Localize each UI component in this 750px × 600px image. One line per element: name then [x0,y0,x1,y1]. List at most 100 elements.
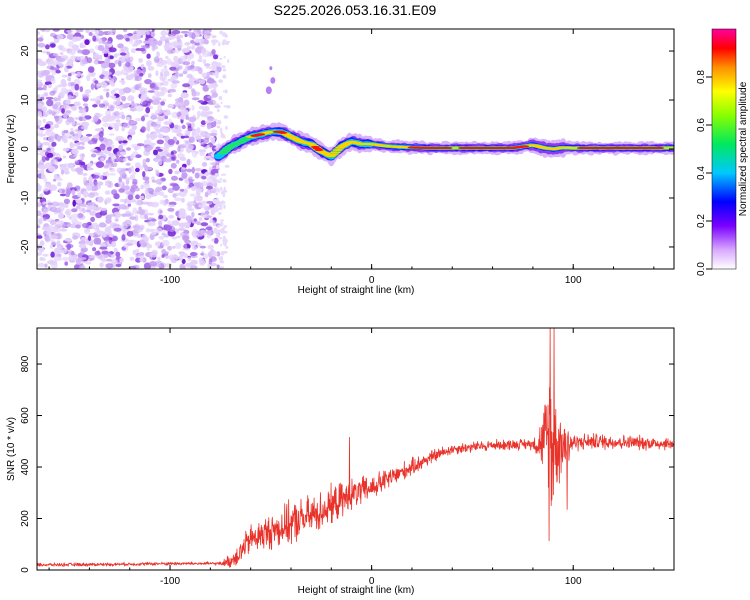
noise-speckle [46,231,52,237]
noise-speckle [204,210,210,215]
noise-speckle [220,250,225,256]
noise-speckle [111,162,118,168]
noise-speckle [113,100,121,106]
noise-speckle [221,173,226,176]
noise-speckle [157,40,163,46]
noise-speckle [41,106,47,112]
noise-speckle [153,149,158,156]
noise-speckle [218,256,224,261]
colorbar-label: Normalized spectral amplitude [738,81,749,216]
noise-speckle [37,210,42,217]
noise-speckle [184,109,189,115]
noise-speckle [73,78,81,86]
noise-speckle [127,203,131,207]
x-tick-label: -100 [160,275,180,286]
noise-speckle [115,34,124,40]
noise-speckle [102,231,107,238]
noise-speckle [200,211,206,218]
noise-speckle [180,92,189,99]
noise-speckle [113,111,120,117]
noise-speckle [125,74,133,81]
noise-speckle [189,193,196,197]
noise-speckle [156,139,164,145]
noise-speckle [204,63,211,67]
noise-speckle [163,224,173,231]
noise-speckle [217,203,223,208]
noise-speckle [142,66,147,73]
noise-speckle [188,208,195,212]
noise-speckle [177,111,182,117]
noise-speckle [129,174,136,181]
noise-speckle [94,80,99,84]
noise-speckle [87,235,92,241]
noise-speckle [50,159,55,166]
noise-speckle [127,33,134,37]
noise-speckle [92,174,100,179]
noise-speckle [88,176,93,183]
noise-speckle [102,115,109,123]
noise-speckle [108,116,116,122]
noise-speckle [191,97,200,101]
noise-speckle [213,40,218,43]
noise-speckle [222,74,227,79]
noise-speckle [97,181,104,186]
colorbar-gradient [712,29,736,269]
noise-speckle [194,151,199,154]
noise-speckle [41,169,45,176]
noise-speckle [130,185,139,189]
noise-speckle [103,88,108,92]
noise-speckle [102,172,107,177]
noise-speckle [46,99,54,107]
ridge-red-core [655,146,665,150]
noise-speckle [82,208,86,214]
noise-speckle [45,44,50,50]
noise-speckle [125,61,131,68]
noise-speckle [212,100,217,104]
noise-speckle [183,222,191,228]
noise-speckle [210,262,218,267]
noise-speckle [41,50,49,54]
noise-speckle [53,97,59,102]
noise-speckle [78,240,86,245]
noise-speckle [89,73,96,78]
colorbar-tick-label: 0.8 [696,70,707,84]
noise-speckle [134,214,139,222]
noise-speckle [196,110,201,118]
noise-speckle [151,179,156,183]
noise-speckle [185,215,192,222]
noise-speckle [167,103,174,109]
noise-speckle [161,254,165,258]
noise-speckle [127,194,134,201]
noise-speckle [107,30,112,36]
noise-speckle [48,111,57,115]
noise-speckle [227,59,230,64]
noise-speckle [213,119,218,122]
noise-speckle [100,81,108,88]
noise-speckle [200,110,208,116]
y-tick-label: 400 [20,458,31,475]
noise-speckle [220,31,223,34]
noise-speckle [37,125,41,129]
noise-speckle [214,231,219,234]
colorbar-ticks: 0.0 0.2 0.4 0.6 0.8 [696,70,712,276]
noise-speckle [222,235,226,239]
noise-speckle [37,225,41,229]
noise-speckle [38,61,47,67]
noise-speckle [42,69,51,76]
snr-series-line [37,328,674,568]
noise-speckle [217,224,222,228]
noise-speckle [118,144,123,151]
noise-speckle [206,189,212,196]
noise-speckle [167,207,175,212]
noise-speckle [142,114,149,118]
noise-speckle [130,187,136,193]
noise-speckle [225,42,229,45]
noise-speckle [72,222,76,227]
noise-speckle [202,138,210,144]
x-tick-label: -100 [160,576,180,587]
noise-speckle [90,153,97,158]
noise-speckle [196,188,203,192]
noise-speckle [183,188,188,194]
noise-speckle [38,164,47,170]
